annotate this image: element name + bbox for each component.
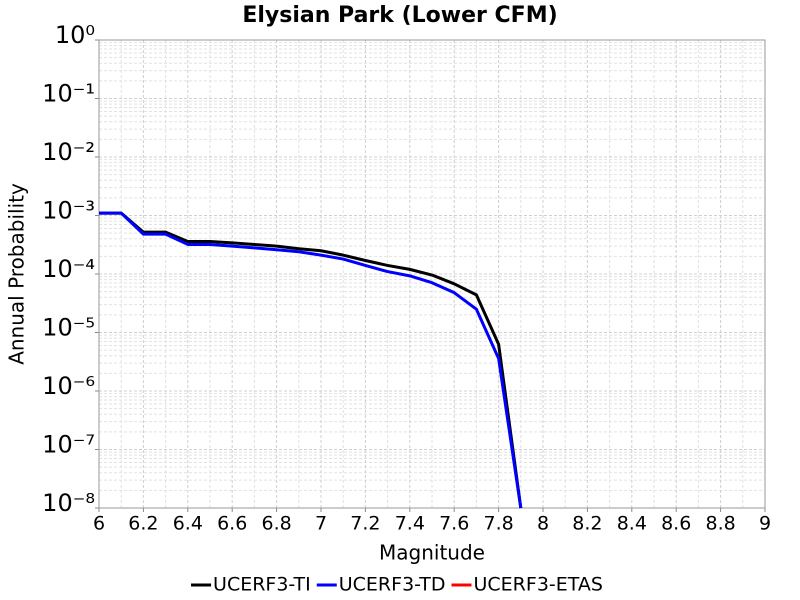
- x-tick-label: 8.6: [661, 513, 691, 535]
- y-tick-label: 10⁻¹: [42, 80, 95, 108]
- legend-label: UCERF3-TI: [213, 574, 311, 596]
- y-tick-label: 10⁻⁴: [42, 255, 95, 283]
- y-tick-label: 10⁻⁷: [42, 431, 95, 459]
- y-axis-label: Annual Probability: [5, 183, 29, 365]
- series-line: [99, 211, 523, 509]
- x-axis-label: Magnitude: [379, 541, 485, 565]
- legend-label: UCERF3-ETAS: [474, 574, 603, 596]
- x-tick-label: 7.6: [439, 513, 469, 535]
- chart-title: Elysian Park (Lower CFM): [242, 3, 557, 28]
- y-tick-label: 10⁻⁶: [42, 372, 95, 400]
- y-tick-label: 10⁰: [55, 21, 95, 49]
- x-tick-label: 9: [759, 513, 771, 535]
- x-tick-label: 6: [93, 513, 105, 535]
- y-tick-label: 10⁻²: [42, 138, 95, 166]
- x-tick-label: 8.8: [705, 513, 735, 535]
- x-tick-label: 6.6: [217, 513, 247, 535]
- x-tick-label: 6.8: [261, 513, 291, 535]
- x-tick-label: 7.2: [350, 513, 380, 535]
- legend: UCERF3-TI UCERF3-TD UCERF3-ETAS: [191, 574, 603, 596]
- x-tick-label: 7: [315, 513, 327, 535]
- x-tick-label: 8: [537, 513, 549, 535]
- series-line: [99, 211, 523, 509]
- legend-label: UCERF3-TD: [339, 574, 446, 596]
- y-tick-label: 10⁻⁵: [42, 314, 95, 342]
- x-tick-label: 6.4: [173, 513, 203, 535]
- x-tick-label: 8.4: [617, 513, 647, 535]
- x-tick-label: 6.2: [128, 513, 158, 535]
- plot-border: [98, 39, 766, 509]
- x-tick-label: 7.8: [483, 513, 513, 535]
- x-tick-label: 7.4: [395, 513, 425, 535]
- x-tick-label: 8.2: [572, 513, 602, 535]
- y-tick-label: 10⁻³: [42, 197, 95, 225]
- y-tick-label: 10⁻⁸: [42, 489, 95, 517]
